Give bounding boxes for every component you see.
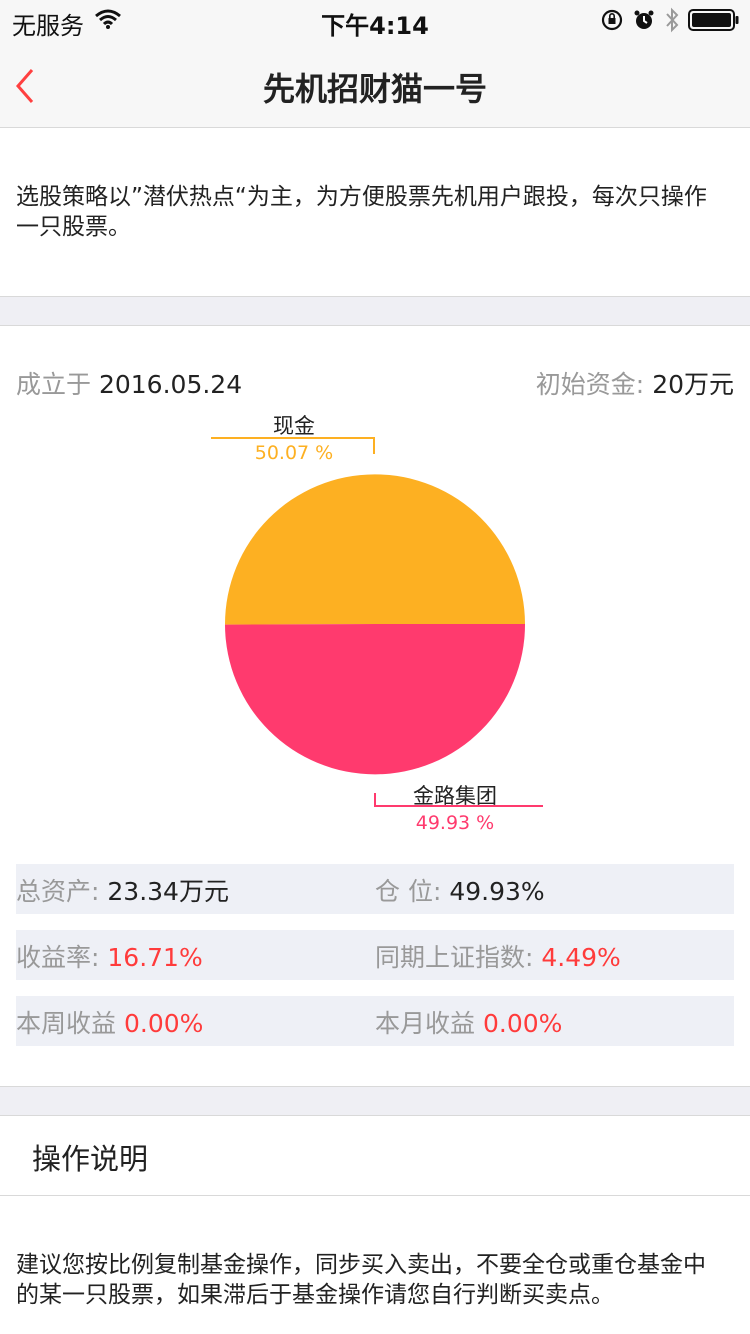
instructions-body: 建议您按比例复制基金操作，同步买入卖出，不要全仓或重仓基金中的某一只股票，如果滞… xyxy=(0,1196,750,1334)
pie-slice-cash xyxy=(224,474,526,625)
slice-value-stock: 49.93 % xyxy=(416,812,495,834)
slice-name-stock: 金路集团 xyxy=(413,784,497,808)
stats-row-periods: 本周收益 0.00% 本月收益 0.00% xyxy=(16,996,734,1046)
battery-icon xyxy=(688,8,740,32)
instructions-text: 建议您按比例复制基金操作，同步买入卖出，不要全仓或重仓基金中的某一只股票，如果滞… xyxy=(16,1252,706,1308)
position-value: 49.93% xyxy=(449,877,545,906)
pie-slice-stock xyxy=(225,624,526,775)
allocation-pie-chart: 现金 50.07 % 金路集团 49.93 % xyxy=(0,400,750,850)
nav-bar: 先机招财猫一号 xyxy=(0,40,750,128)
return-rate-value: 16.71% xyxy=(107,943,203,972)
founded-value: 2016.05.24 xyxy=(98,370,243,399)
month-return-label: 本月收益 xyxy=(375,1009,476,1038)
month-return-value: 0.00% xyxy=(482,1009,563,1038)
slice-name-cash: 现金 xyxy=(273,414,315,438)
fund-info-row: 成立于 2016.05.24 初始资金: 20万元 xyxy=(0,365,750,401)
chevron-left-icon xyxy=(16,69,34,103)
week-return-value: 0.00% xyxy=(123,1009,204,1038)
return-rate-label: 收益率: xyxy=(16,943,100,972)
total-assets-label: 总资产: xyxy=(16,877,100,906)
index-label: 同期上证指数: xyxy=(375,943,534,972)
page-title: 先机招财猫一号 xyxy=(262,70,487,108)
status-bar: 无服务 下午4:14 xyxy=(0,0,750,40)
section-divider xyxy=(0,1086,750,1116)
capital-value: 20万元 xyxy=(652,370,734,399)
bluetooth-icon xyxy=(664,7,680,33)
position-label: 仓 位: xyxy=(375,877,442,906)
slice-callout-line-stock xyxy=(374,793,543,807)
capital-label: 初始资金: xyxy=(535,370,645,399)
back-button[interactable] xyxy=(10,66,46,106)
wifi-icon xyxy=(94,8,122,34)
stats-row-returns: 收益率: 16.71% 同期上证指数: 4.49% xyxy=(16,930,734,980)
total-assets-value: 23.34万元 xyxy=(107,877,229,906)
strategy-description: 选股策略以”潜伏热点“为主，为方便股票先机用户跟投，每次只操作一只股票。 xyxy=(0,128,750,296)
status-time: 下午4:14 xyxy=(321,12,429,40)
slice-value-cash: 50.07 % xyxy=(255,442,334,464)
stats-row-assets: 总资产: 23.34万元 仓 位: 49.93% xyxy=(16,864,734,914)
slice-callout-line-cash xyxy=(211,437,375,454)
instructions-title: 操作说明 xyxy=(32,1142,149,1176)
section-divider xyxy=(0,296,750,326)
carrier-label: 无服务 xyxy=(12,12,84,40)
index-value: 4.49% xyxy=(541,943,621,972)
pie-chart-svg: 现金 50.07 % 金路集团 49.93 % xyxy=(211,414,543,834)
alarm-icon xyxy=(632,8,656,32)
instructions-header: 操作说明 xyxy=(0,1116,750,1196)
orientation-lock-icon xyxy=(600,8,624,32)
strategy-text: 选股策略以”潜伏热点“为主，为方便股票先机用户跟投，每次只操作一只股票。 xyxy=(16,184,707,240)
founded-label: 成立于 xyxy=(16,370,92,399)
week-return-label: 本周收益 xyxy=(16,1009,117,1038)
